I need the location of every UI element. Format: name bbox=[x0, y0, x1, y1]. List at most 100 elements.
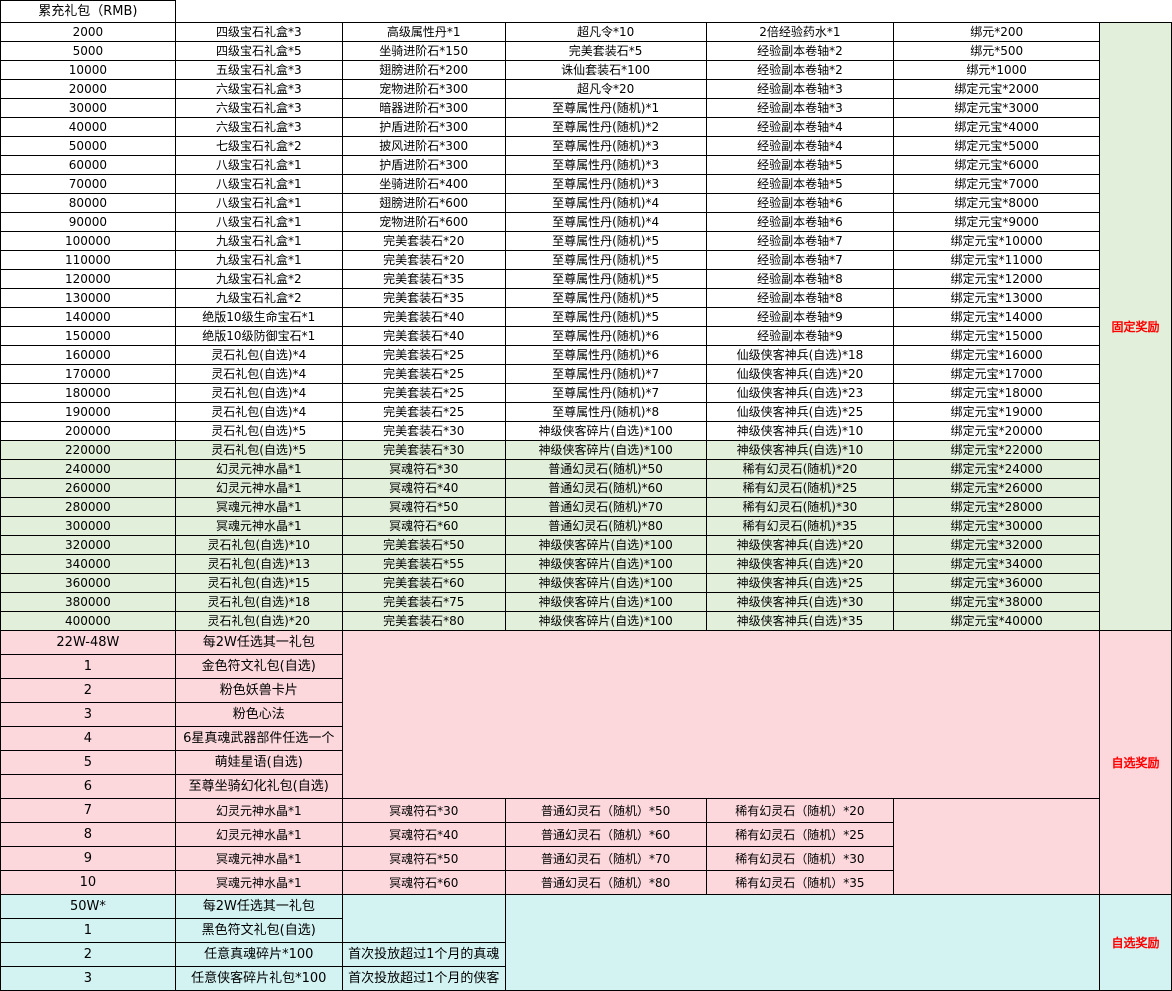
amount-cell[interactable]: 110000 bbox=[0, 250, 176, 270]
reward-cell[interactable]: 完美套装石*35 bbox=[341, 269, 506, 289]
reward-cell[interactable]: 绑定元宝*20000 bbox=[893, 421, 1101, 441]
reward-cell[interactable]: 经验副本卷轴*2 bbox=[705, 41, 895, 61]
reward-cell[interactable]: 至尊属性丹(随机)*5 bbox=[504, 269, 707, 289]
amount-cell[interactable]: 400000 bbox=[0, 611, 176, 631]
reward-cell[interactable]: 高级属性丹*1 bbox=[341, 22, 506, 42]
reward-cell[interactable]: 完美套装石*20 bbox=[341, 231, 506, 251]
amount-cell[interactable]: 360000 bbox=[0, 573, 176, 593]
option-number[interactable]: 5 bbox=[0, 750, 176, 775]
reward-cell[interactable]: 暗器进阶石*300 bbox=[341, 98, 506, 118]
rule-cell[interactable]: 每2W任选其一礼包 bbox=[174, 630, 343, 655]
option-number[interactable]: 7 bbox=[0, 798, 176, 823]
reward-cell[interactable]: 至尊属性丹(随机)*4 bbox=[504, 193, 707, 213]
reward-cell[interactable]: 至尊属性丹(随机)*2 bbox=[504, 117, 707, 137]
reward-cell[interactable]: 完美套装石*40 bbox=[341, 326, 506, 346]
reward-cell[interactable]: 完美套装石*75 bbox=[341, 592, 506, 612]
reward-cell[interactable]: 神级侠客神兵(自选)*25 bbox=[705, 573, 895, 593]
reward-cell[interactable]: 冥魂符石*30 bbox=[341, 459, 506, 479]
option-cell[interactable]: 普通幻灵石（随机）*50 bbox=[504, 798, 707, 823]
amount-cell[interactable]: 10000 bbox=[0, 60, 176, 80]
reward-cell[interactable]: 绑定元宝*36000 bbox=[893, 573, 1101, 593]
reward-cell[interactable]: 完美套装石*40 bbox=[341, 307, 506, 327]
option-number[interactable]: 1 bbox=[0, 918, 176, 943]
option-cell[interactable]: 普通幻灵石（随机）*70 bbox=[504, 846, 707, 871]
option-cell[interactable]: 稀有幻灵石（随机）*35 bbox=[705, 870, 895, 895]
reward-cell[interactable]: 绑元*1000 bbox=[893, 60, 1101, 80]
amount-cell[interactable]: 60000 bbox=[0, 155, 176, 175]
reward-cell[interactable]: 稀有幻灵石(随机)*25 bbox=[705, 478, 895, 498]
option-cell[interactable]: 粉色妖兽卡片 bbox=[174, 678, 343, 703]
option-number[interactable]: 1 bbox=[0, 654, 176, 679]
reward-cell[interactable]: 经验副本卷轴*8 bbox=[705, 269, 895, 289]
reward-cell[interactable]: 绑定元宝*18000 bbox=[893, 383, 1101, 403]
reward-cell[interactable]: 超凡令*10 bbox=[504, 22, 707, 42]
reward-cell[interactable]: 绑定元宝*40000 bbox=[893, 611, 1101, 631]
option-cell[interactable]: 冥魂符石*60 bbox=[341, 870, 506, 895]
reward-cell[interactable]: 至尊属性丹(随机)*7 bbox=[504, 383, 707, 403]
option-cell[interactable]: 幻灵元神水晶*1 bbox=[174, 822, 343, 847]
reward-cell[interactable]: 护盾进阶石*300 bbox=[341, 117, 506, 137]
reward-cell[interactable]: 经验副本卷轴*3 bbox=[705, 98, 895, 118]
option-number[interactable]: 3 bbox=[0, 966, 176, 991]
reward-cell[interactable]: 至尊属性丹(随机)*5 bbox=[504, 250, 707, 270]
reward-cell[interactable]: 神级侠客神兵(自选)*35 bbox=[705, 611, 895, 631]
reward-cell[interactable]: 完美套装石*55 bbox=[341, 554, 506, 574]
reward-cell[interactable]: 绑元*200 bbox=[893, 22, 1101, 42]
option-number[interactable]: 8 bbox=[0, 822, 176, 847]
section-label-choice1[interactable]: 自选奖励 bbox=[1099, 630, 1172, 895]
reward-cell[interactable]: 完美套装石*5 bbox=[504, 41, 707, 61]
reward-cell[interactable]: 至尊属性丹(随机)*8 bbox=[504, 402, 707, 422]
amount-cell[interactable]: 90000 bbox=[0, 212, 176, 232]
amount-cell[interactable]: 190000 bbox=[0, 402, 176, 422]
option-cell[interactable]: 6星真魂武器部件任选一个 bbox=[174, 726, 343, 751]
amount-cell[interactable]: 30000 bbox=[0, 98, 176, 118]
option-cell[interactable]: 冥魂符石*50 bbox=[341, 846, 506, 871]
reward-cell[interactable]: 神级侠客神兵(自选)*20 bbox=[705, 554, 895, 574]
reward-cell[interactable]: 绑定元宝*14000 bbox=[893, 307, 1101, 327]
reward-cell[interactable]: 至尊属性丹(随机)*1 bbox=[504, 98, 707, 118]
reward-cell[interactable]: 绑定元宝*3000 bbox=[893, 98, 1101, 118]
amount-cell[interactable]: 130000 bbox=[0, 288, 176, 308]
reward-cell[interactable]: 至尊属性丹(随机)*5 bbox=[504, 288, 707, 308]
reward-cell[interactable]: 经验副本卷轴*9 bbox=[705, 326, 895, 346]
reward-cell[interactable]: 绑定元宝*26000 bbox=[893, 478, 1101, 498]
reward-cell[interactable]: 幻灵元神水晶*1 bbox=[174, 459, 343, 479]
reward-cell[interactable]: 八级宝石礼盒*1 bbox=[174, 212, 343, 232]
reward-cell[interactable]: 八级宝石礼盒*1 bbox=[174, 155, 343, 175]
reward-cell[interactable]: 灵石礼包(自选)*4 bbox=[174, 345, 343, 365]
reward-cell[interactable]: 完美套装石*80 bbox=[341, 611, 506, 631]
reward-cell[interactable]: 绑定元宝*8000 bbox=[893, 193, 1101, 213]
reward-cell[interactable]: 九级宝石礼盒*2 bbox=[174, 288, 343, 308]
reward-cell[interactable]: 绑定元宝*5000 bbox=[893, 136, 1101, 156]
reward-cell[interactable]: 九级宝石礼盒*1 bbox=[174, 231, 343, 251]
reward-cell[interactable]: 仙级侠客神兵(自选)*18 bbox=[705, 345, 895, 365]
option-cell[interactable]: 任意侠客碎片礼包*100 bbox=[174, 966, 343, 991]
rule-cell[interactable]: 每2W任选其一礼包 bbox=[174, 894, 343, 919]
reward-cell[interactable]: 绑定元宝*7000 bbox=[893, 174, 1101, 194]
note-cell[interactable]: 首次投放超过1个月的侠客 bbox=[341, 966, 506, 991]
reward-cell[interactable]: 经验副本卷轴*5 bbox=[705, 174, 895, 194]
reward-cell[interactable]: 绑定元宝*22000 bbox=[893, 440, 1101, 460]
reward-cell[interactable]: 普通幻灵石(随机)*80 bbox=[504, 516, 707, 536]
reward-cell[interactable]: 绑定元宝*6000 bbox=[893, 155, 1101, 175]
reward-cell[interactable]: 经验副本卷轴*7 bbox=[705, 250, 895, 270]
reward-cell[interactable]: 绑定元宝*12000 bbox=[893, 269, 1101, 289]
option-cell[interactable]: 粉色心法 bbox=[174, 702, 343, 727]
reward-cell[interactable]: 灵石礼包(自选)*18 bbox=[174, 592, 343, 612]
note-cell[interactable]: 首次投放超过1个月的真魂 bbox=[341, 942, 506, 967]
amount-cell[interactable]: 20000 bbox=[0, 79, 176, 99]
reward-cell[interactable]: 绑定元宝*19000 bbox=[893, 402, 1101, 422]
reward-cell[interactable]: 灵石礼包(自选)*5 bbox=[174, 440, 343, 460]
reward-cell[interactable]: 绝版10级防御宝石*1 bbox=[174, 326, 343, 346]
option-cell[interactable]: 萌娃星语(自选) bbox=[174, 750, 343, 775]
amount-cell[interactable]: 70000 bbox=[0, 174, 176, 194]
reward-cell[interactable]: 绝版10级生命宝石*1 bbox=[174, 307, 343, 327]
reward-cell[interactable]: 灵石礼包(自选)*10 bbox=[174, 535, 343, 555]
amount-cell[interactable]: 340000 bbox=[0, 554, 176, 574]
amount-cell[interactable]: 150000 bbox=[0, 326, 176, 346]
reward-cell[interactable]: 绑定元宝*30000 bbox=[893, 516, 1101, 536]
option-number[interactable]: 2 bbox=[0, 942, 176, 967]
option-number[interactable]: 4 bbox=[0, 726, 176, 751]
reward-cell[interactable]: 神级侠客神兵(自选)*10 bbox=[705, 421, 895, 441]
reward-cell[interactable]: 经验副本卷轴*7 bbox=[705, 231, 895, 251]
